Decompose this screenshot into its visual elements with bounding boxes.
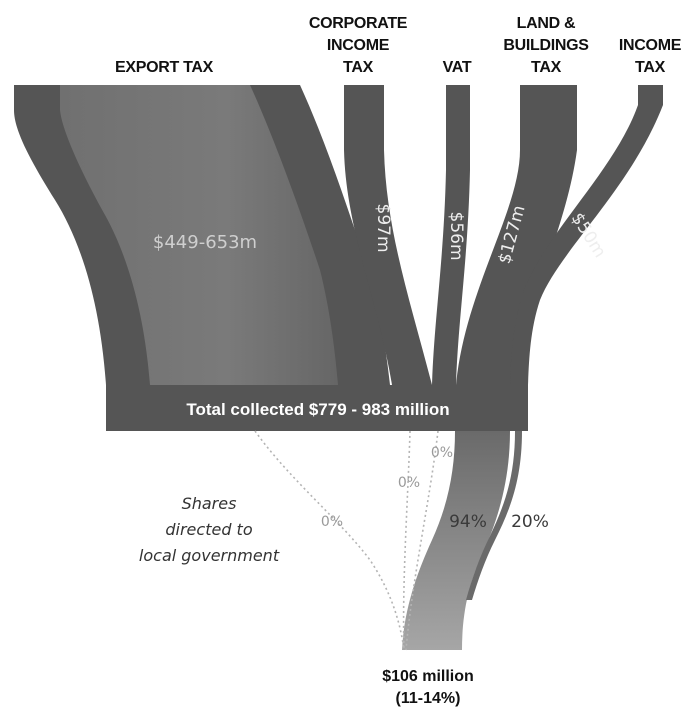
share-export-tax: 0% [321,514,343,530]
share-corporate-income-tax: 0% [398,475,420,491]
value-vat: $56m [446,211,466,260]
flow-export-tax-inner [60,85,338,385]
local-government-note: Shares directed to local government [139,494,280,565]
local-government-result: $106 million (11-14%) [382,668,474,707]
header-land-line-2: BUILDINGS [503,37,589,54]
header-corporate-line-2: INCOME [327,37,390,54]
flow-local-land-buildings [402,431,510,650]
value-export-tax: $449-653m [153,232,257,253]
header-corporate-line-1: CORPORATE [309,15,408,32]
note-line-2: directed to [165,520,252,539]
share-income-tax: 20% [511,512,549,532]
header-corporate-line-3: TAX [343,59,374,76]
header-corporate-income-tax: CORPORATE INCOME TAX [309,15,408,76]
total-label: Total collected $779 - 983 million [186,400,449,419]
flow-land-buildings-tax [456,85,577,385]
total-bar [106,385,528,431]
header-income-line-2: TAX [635,59,666,76]
header-land-line-1: LAND & [517,15,576,32]
header-land-line-3: TAX [531,59,562,76]
zero-share-lines [254,430,439,651]
header-vat: VAT [443,59,473,76]
header-vat-line: VAT [443,59,472,76]
note-line-1: Shares [182,494,237,513]
header-land-buildings-tax: LAND & BUILDINGS TAX [503,15,589,76]
result-share: (11-14%) [396,690,461,707]
header-income-tax: INCOME TAX [619,37,682,76]
flow-local-income-tax [466,431,522,600]
dotted-vat-line [405,430,439,651]
share-vat: 0% [431,445,453,461]
header-export-tax-line: EXPORT TAX [115,59,214,76]
flow-corporate-income-tax [344,85,432,385]
value-corporate-income-tax: $97m [373,203,393,252]
result-amount: $106 million [382,668,474,685]
dotted-corporate-line [402,430,411,651]
dotted-export-line [254,430,405,651]
flow-income-tax [510,85,663,385]
note-line-3: local government [139,546,280,565]
flow-vat [432,85,470,385]
share-land-buildings-tax: 94% [449,512,487,532]
header-income-line-1: INCOME [619,37,682,54]
header-export-tax: EXPORT TAX [115,59,214,76]
